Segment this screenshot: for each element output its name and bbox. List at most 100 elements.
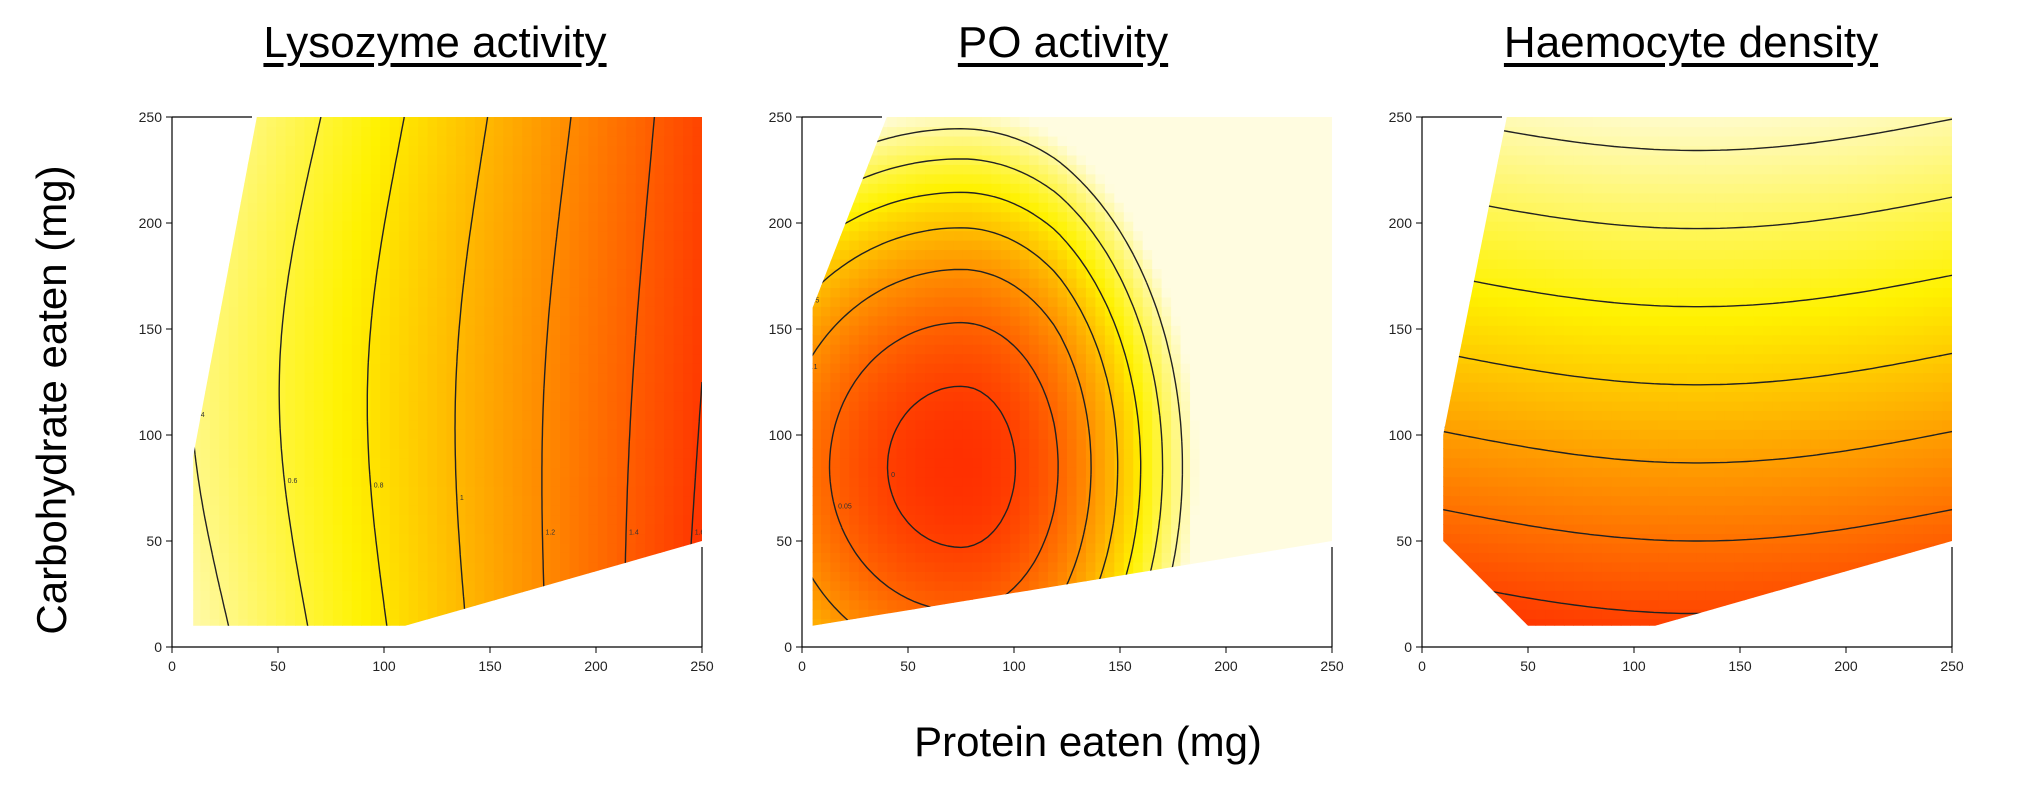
heat-cell [830, 457, 841, 468]
heat-cell [285, 410, 296, 421]
heat-cell [839, 287, 850, 298]
heat-cell [389, 145, 400, 156]
heat-cell [247, 240, 258, 251]
heat-cell [588, 400, 599, 411]
heat-cell [991, 183, 1002, 194]
heat-cell [1067, 154, 1078, 165]
heat-cell [342, 382, 353, 393]
heat-cell [465, 315, 476, 326]
heat-cell [645, 202, 656, 213]
heat-cell [877, 391, 888, 402]
heat-cell [849, 164, 860, 175]
heat-cell [972, 192, 983, 203]
heat-cell [181, 344, 191, 354]
heat-cell [692, 325, 702, 336]
heat-cell [683, 457, 694, 468]
heat-cell [427, 202, 438, 213]
heat-cell [896, 154, 907, 165]
heat-cell [616, 467, 627, 478]
heat-cell [266, 476, 277, 487]
heat-cell [342, 372, 353, 383]
heat-cell [550, 438, 561, 449]
heat-cell [209, 552, 220, 563]
heat-cell [896, 609, 907, 620]
heat-cell [484, 183, 495, 194]
heat-cell [522, 173, 533, 184]
heat-cell [991, 202, 1002, 213]
heat-cell [484, 382, 495, 393]
heat-cell [1019, 486, 1030, 497]
heat-cell [193, 552, 201, 563]
heat-cell [437, 514, 448, 525]
heat-cell [484, 173, 495, 184]
heat-cell [635, 192, 646, 203]
heat-cell [1067, 618, 1078, 626]
heat-cell [830, 429, 841, 440]
heat-cell [408, 258, 419, 270]
heat-cell [839, 467, 850, 478]
heat-cell [953, 306, 964, 317]
heat-cell [1085, 296, 1096, 307]
heat-cell [664, 249, 675, 260]
heat-cell [503, 372, 514, 383]
heat-cell [209, 467, 220, 478]
heat-cell [858, 429, 869, 440]
heat-cell [981, 410, 992, 421]
heat-cell [1057, 400, 1068, 411]
heat-cell [626, 628, 636, 638]
heat-cell [635, 372, 646, 383]
heat-cell [512, 618, 523, 626]
heat-cell [943, 467, 955, 478]
heat-cell [802, 439, 812, 449]
heat-cell [541, 240, 552, 251]
heat-cell [887, 126, 898, 137]
heat-cell [981, 542, 992, 553]
heat-cell [802, 136, 812, 146]
heat-cell [597, 363, 608, 374]
heat-cell [1057, 135, 1068, 146]
heat-cell [1010, 154, 1021, 165]
heat-cell [342, 315, 353, 326]
heat-cell [1019, 230, 1030, 241]
heat-cell [887, 211, 898, 222]
heat-cell [257, 429, 268, 440]
heat-cell [692, 192, 702, 203]
heat-cell [925, 135, 936, 146]
heat-cell [645, 628, 655, 638]
heat-cell [228, 296, 239, 307]
heat-cell [962, 154, 973, 165]
heat-cell [437, 448, 448, 459]
heat-cell [812, 353, 822, 364]
heat-cell [193, 363, 201, 374]
heat-cell [981, 609, 992, 620]
heat-cell [484, 372, 495, 383]
heat-cell [683, 542, 694, 553]
heat-cell [342, 164, 353, 175]
heat-cell [1010, 382, 1021, 393]
heat-cell [578, 429, 590, 440]
heat-cell [626, 353, 637, 364]
heat-cell [560, 268, 571, 279]
heat-cell [342, 353, 353, 364]
heat-cell [616, 126, 627, 137]
heat-cell [1038, 268, 1049, 279]
heat-cell [193, 609, 201, 620]
heat-cell [953, 457, 964, 468]
heat-cell [858, 372, 869, 383]
heat-cell [304, 609, 315, 620]
heat-cell [541, 296, 552, 307]
heat-cell [193, 240, 201, 251]
heat-cell [597, 183, 608, 194]
heat-cell [943, 400, 955, 411]
heat-cell [1000, 325, 1011, 336]
heat-cell [1067, 476, 1078, 487]
heat-cell [503, 523, 514, 535]
heat-cell [820, 533, 831, 544]
heat-cell [925, 296, 936, 307]
heat-cell [238, 372, 249, 383]
heat-cell [493, 561, 504, 572]
heat-cell [887, 268, 898, 279]
heat-cell [1000, 514, 1011, 525]
heat-cell [484, 561, 495, 572]
heat-cell [1067, 249, 1078, 260]
